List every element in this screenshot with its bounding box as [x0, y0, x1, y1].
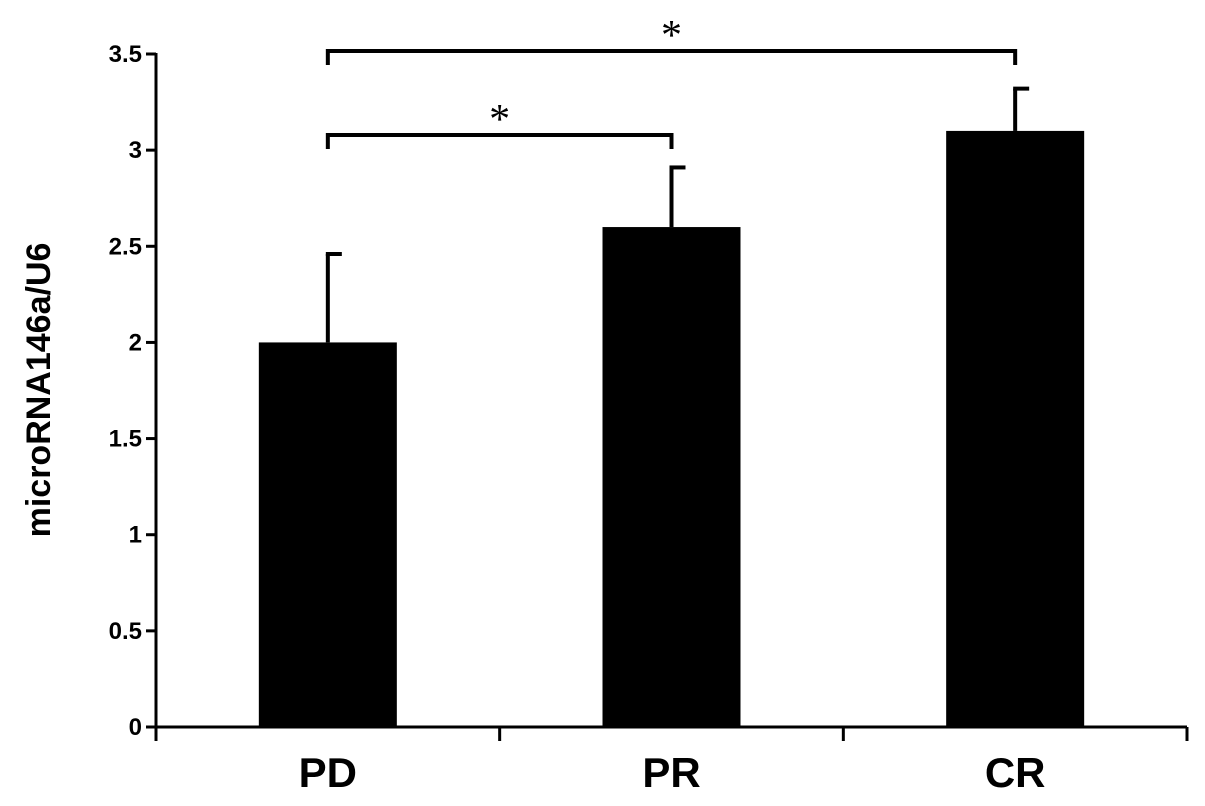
y-tick-label: 0: [129, 714, 142, 741]
y-tick-label: 0.5: [109, 618, 142, 645]
bar-cr: [946, 130, 1085, 727]
x-category-label: PD: [299, 749, 357, 796]
bar-pd: [258, 342, 397, 727]
y-tick-label: 1.5: [109, 426, 142, 453]
bar-pr: [602, 227, 741, 728]
x-category-label: PR: [642, 749, 700, 796]
y-tick-label: 1: [129, 522, 142, 549]
plot-area: 0 0.5 1 1.5 2 2.5 3 3.5 PD PR CR * *: [109, 13, 1189, 796]
significance-bracket: [325, 133, 674, 149]
significance-bracket: [325, 49, 1018, 65]
x-category-label: CR: [985, 749, 1046, 796]
y-axis-title: microRNA146a/U6: [20, 243, 58, 538]
y-tick-label: 2: [129, 329, 142, 356]
y-tick-label: 2.5: [109, 233, 142, 260]
significance-label: *: [661, 13, 682, 59]
significance-label: *: [489, 97, 510, 143]
y-tick-label: 3.5: [109, 41, 142, 68]
y-tick-label: 3: [129, 137, 142, 164]
